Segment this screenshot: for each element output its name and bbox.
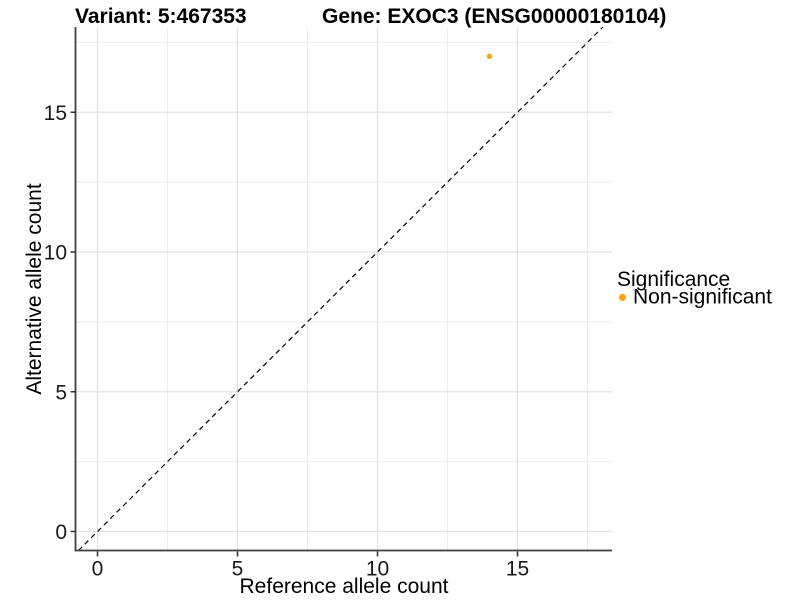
y-tick-label: 15	[44, 102, 67, 125]
legend-title: Significance	[617, 268, 730, 291]
legend-key-dot	[618, 293, 627, 302]
x-tick-label: 15	[506, 558, 529, 581]
y-axis-title: Alternative allele count	[23, 183, 46, 394]
y-tick-label: 5	[55, 381, 67, 404]
gridlines-minor	[75, 27, 612, 551]
identity-line	[78, 26, 604, 551]
legend: Significance Non-significant	[617, 268, 772, 309]
x-tick-label: 5	[232, 558, 244, 581]
identity-line-group	[78, 26, 604, 551]
x-tick-label: 10	[366, 558, 389, 581]
x-axis-title: Reference allele count	[240, 575, 449, 598]
x-tick-label: 0	[92, 558, 104, 581]
axis-ticks	[70, 111, 519, 557]
legend-item-label: Non-significant	[633, 286, 772, 309]
plot-title-variant: Variant: 5:467353	[75, 5, 247, 28]
axis-tick-labels: 0 5 10 15 0 5 10 15	[44, 102, 530, 581]
gridlines-major	[75, 27, 612, 551]
plot-title-gene: Gene: EXOC3 (ENSG00000180104)	[322, 5, 666, 28]
y-tick-label: 0	[55, 521, 67, 544]
y-tick-label: 10	[44, 242, 67, 265]
data-point	[486, 53, 493, 60]
data-points	[486, 53, 493, 60]
